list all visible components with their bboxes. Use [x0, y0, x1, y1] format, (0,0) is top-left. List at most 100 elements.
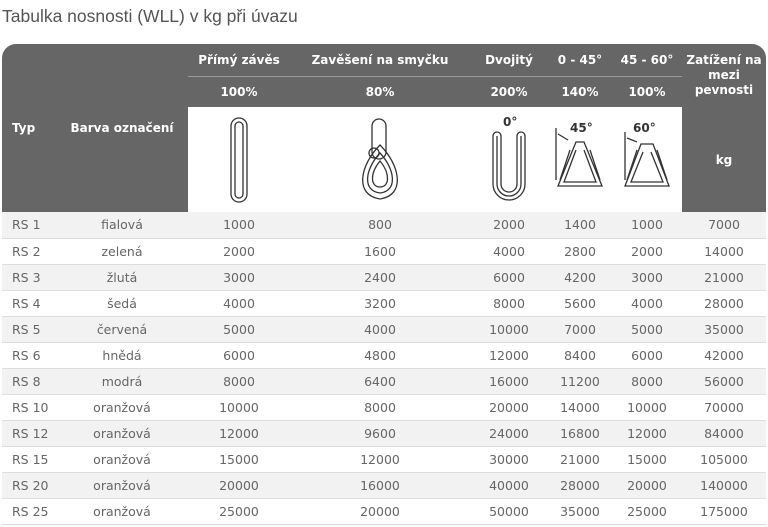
- cell-a045: 5600: [548, 290, 612, 317]
- cell-barva: oranžová: [56, 472, 188, 499]
- cell-barva: oranžová: [56, 446, 188, 473]
- cell-barva: oranžová: [56, 498, 188, 525]
- header-zatizeni: Zatížení na mezi pevnosti: [682, 44, 766, 107]
- cell-barva: zelená: [56, 238, 188, 265]
- cell-barva: hnědá: [56, 342, 188, 369]
- header-primy: Přímý závěs: [188, 44, 290, 77]
- cell-a4560: 25000: [612, 498, 682, 525]
- cell-a045: 1400: [548, 212, 612, 239]
- cell-typ: RS 3: [2, 264, 56, 291]
- header-unit: kg: [682, 107, 766, 212]
- cell-a4560: 6000: [612, 342, 682, 369]
- basket-hitch-icon: 0°: [492, 115, 526, 201]
- cell-zatizeni: 7000: [682, 212, 766, 239]
- table-row: RS 6 hnědá 6000 4800 12000 8400 6000 42000: [2, 342, 766, 369]
- cell-smycka: 20000: [290, 498, 470, 525]
- icon-cell-smycka: [290, 107, 470, 212]
- table-row: RS 8 modrá 8000 6400 16000 11200 8000 56000: [2, 368, 766, 395]
- cell-barva: šedá: [56, 290, 188, 317]
- cell-primy: 12000: [188, 420, 290, 447]
- cell-dvojity: 2000: [470, 212, 548, 239]
- cell-smycka: 4000: [290, 316, 470, 343]
- cell-a4560: 3000: [612, 264, 682, 291]
- cell-zatizeni: 84000: [682, 420, 766, 447]
- cell-a4560: 4000: [612, 290, 682, 317]
- cell-typ: RS 1: [2, 212, 56, 239]
- cell-a4560: 15000: [612, 446, 682, 473]
- cell-a045: 8400: [548, 342, 612, 369]
- pct-45-60: 100%: [612, 76, 682, 107]
- cell-smycka: 16000: [290, 472, 470, 499]
- cell-primy: 5000: [188, 316, 290, 343]
- cell-typ: RS 10: [2, 394, 56, 421]
- angle-0-label: 0°: [503, 115, 517, 129]
- pct-dvojity: 200%: [470, 76, 548, 107]
- header-0-45: 0 - 45°: [548, 44, 612, 77]
- cell-a045: 21000: [548, 446, 612, 473]
- cell-dvojity: 12000: [470, 342, 548, 369]
- cell-typ: RS 8: [2, 368, 56, 395]
- cell-a045: 7000: [548, 316, 612, 343]
- cell-zatizeni: 140000: [682, 472, 766, 499]
- cell-a045: 35000: [548, 498, 612, 525]
- header-barva: Barva označení: [56, 44, 188, 212]
- cell-zatizeni: 105000: [682, 446, 766, 473]
- header-smycka: Zavěšení na smyčku: [290, 44, 470, 77]
- table-row: RS 2 zelená 2000 1600 4000 2800 2000 14000: [2, 238, 766, 265]
- cell-zatizeni: 14000: [682, 238, 766, 265]
- cell-smycka: 6400: [290, 368, 470, 395]
- angle-60-label: 60°: [633, 121, 656, 135]
- angle-60-icon: 60°: [624, 121, 670, 187]
- cell-dvojity: 6000: [470, 264, 548, 291]
- cell-dvojity: 30000: [470, 446, 548, 473]
- choke-hitch-icon: [362, 117, 398, 200]
- cell-a4560: 20000: [612, 472, 682, 499]
- cell-primy: 20000: [188, 472, 290, 499]
- pct-primy: 100%: [188, 76, 290, 107]
- cell-zatizeni: 28000: [682, 290, 766, 317]
- table-row: RS 4 šedá 4000 3200 8000 5600 4000 28000: [2, 290, 766, 317]
- cell-typ: RS 15: [2, 446, 56, 473]
- load-table: Typ Barva označení Přímý závěs Zavěšení …: [2, 44, 766, 525]
- icon-cell-0-45: 45°: [548, 107, 612, 212]
- cell-typ: RS 6: [2, 342, 56, 369]
- cell-primy: 4000: [188, 290, 290, 317]
- header-dvojity: Dvojitý: [470, 44, 548, 77]
- cell-primy: 10000: [188, 394, 290, 421]
- cell-barva: modrá: [56, 368, 188, 395]
- cell-primy: 1000: [188, 212, 290, 239]
- table-row: RS 25 oranžová 25000 20000 50000 35000 25000 17…: [2, 498, 766, 525]
- table-row: RS 12 oranžová 12000 9600 24000 16800 12000 840…: [2, 420, 766, 447]
- cell-dvojity: 40000: [470, 472, 548, 499]
- table-body: RS 1 fialová 1000 800 2000 1400 1000 7000 RS 2 ze…: [2, 212, 766, 525]
- cell-dvojity: 50000: [470, 498, 548, 525]
- cell-smycka: 12000: [290, 446, 470, 473]
- cell-dvojity: 4000: [470, 238, 548, 265]
- cell-zatizeni: 56000: [682, 368, 766, 395]
- cell-zatizeni: 21000: [682, 264, 766, 291]
- table-row: RS 15 oranžová 15000 12000 30000 21000 15000 10…: [2, 446, 766, 473]
- cell-zatizeni: 42000: [682, 342, 766, 369]
- cell-typ: RS 5: [2, 316, 56, 343]
- cell-smycka: 800: [290, 212, 470, 239]
- cell-a045: 28000: [548, 472, 612, 499]
- cell-smycka: 2400: [290, 264, 470, 291]
- table-row: RS 5 červená 5000 4000 10000 7000 5000 35000: [2, 316, 766, 343]
- cell-primy: 6000: [188, 342, 290, 369]
- cell-typ: RS 4: [2, 290, 56, 317]
- table-row: RS 10 oranžová 10000 8000 20000 14000 10000 700…: [2, 394, 766, 421]
- pct-0-45: 140%: [548, 76, 612, 107]
- icon-cell-dvojity: 0°: [470, 107, 548, 212]
- table-row: RS 20 oranžová 20000 16000 40000 28000 20000 14…: [2, 472, 766, 499]
- cell-a4560: 8000: [612, 368, 682, 395]
- table-row: RS 1 fialová 1000 800 2000 1400 1000 7000: [2, 212, 766, 239]
- cell-smycka: 9600: [290, 420, 470, 447]
- cell-dvojity: 10000: [470, 316, 548, 343]
- cell-primy: 2000: [188, 238, 290, 265]
- cell-dvojity: 20000: [470, 394, 548, 421]
- cell-typ: RS 2: [2, 238, 56, 265]
- pct-smycka: 80%: [290, 76, 470, 107]
- cell-a4560: 5000: [612, 316, 682, 343]
- cell-primy: 25000: [188, 498, 290, 525]
- cell-dvojity: 16000: [470, 368, 548, 395]
